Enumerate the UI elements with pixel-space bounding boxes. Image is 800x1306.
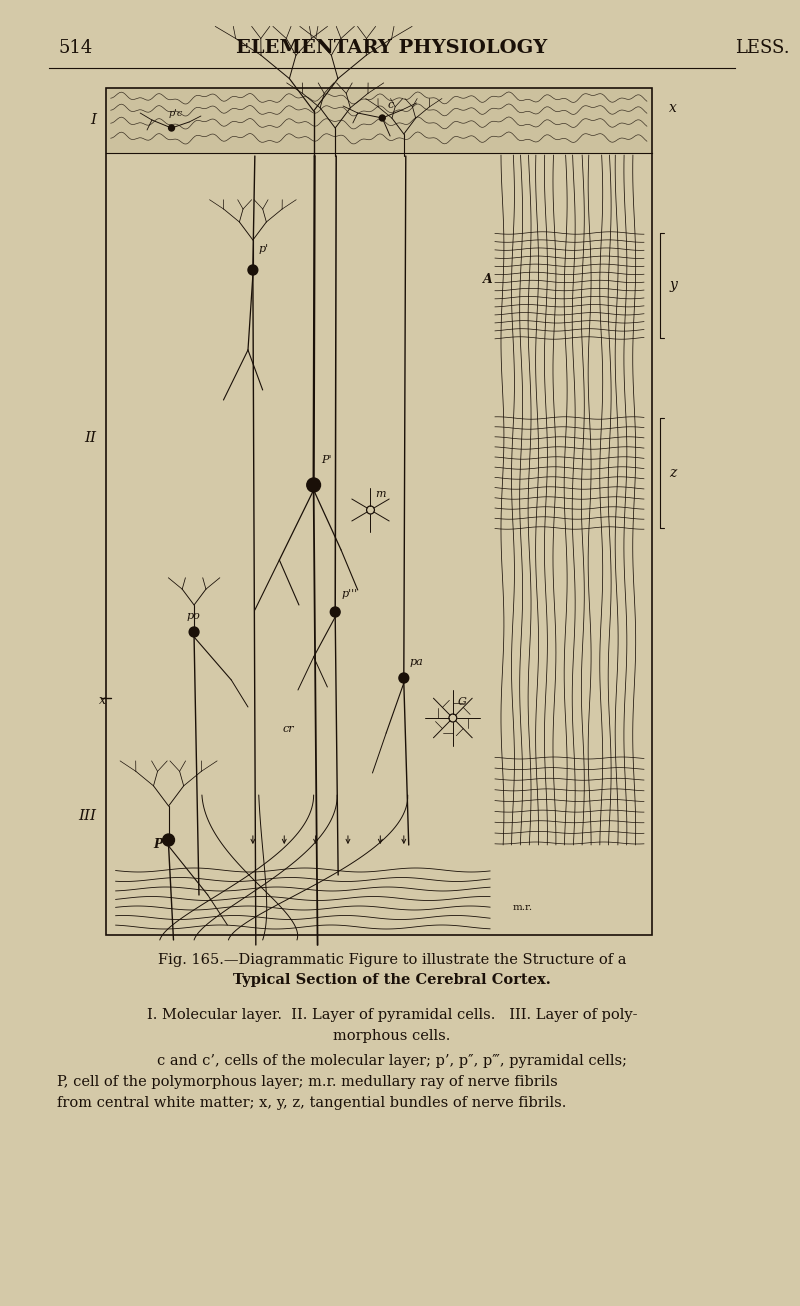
Text: p''': p''' xyxy=(341,589,358,599)
Text: po: po xyxy=(186,611,200,620)
Text: P: P xyxy=(153,838,162,852)
Text: II: II xyxy=(84,431,96,445)
Circle shape xyxy=(162,835,174,846)
Text: I: I xyxy=(90,114,96,127)
Text: III: III xyxy=(78,808,96,823)
Text: Typical Section of the Cerebral Cortex.: Typical Section of the Cerebral Cortex. xyxy=(233,973,551,987)
Text: z: z xyxy=(670,466,677,481)
Text: p': p' xyxy=(258,244,269,253)
Bar xyxy=(106,88,652,935)
Text: c: c xyxy=(387,101,394,110)
Text: G: G xyxy=(458,697,466,707)
Text: A: A xyxy=(483,273,493,286)
Text: x: x xyxy=(99,693,106,707)
Text: 514: 514 xyxy=(59,39,93,57)
Circle shape xyxy=(248,265,258,276)
Text: m: m xyxy=(375,488,386,499)
Circle shape xyxy=(399,673,409,683)
Circle shape xyxy=(306,478,321,492)
Text: P': P' xyxy=(322,454,332,465)
Text: from central white matter; x, y, z, tangential bundles of nerve fibrils.: from central white matter; x, y, z, tang… xyxy=(57,1096,566,1110)
Text: y: y xyxy=(670,278,678,293)
Text: x: x xyxy=(670,101,678,115)
Text: cr: cr xyxy=(282,724,294,734)
Text: morphous cells.: morphous cells. xyxy=(334,1029,450,1043)
Text: I. Molecular layer.  II. Layer of pyramidal cells.   III. Layer of poly-: I. Molecular layer. II. Layer of pyramid… xyxy=(147,1008,638,1023)
Circle shape xyxy=(189,627,199,637)
Text: c and c’, cells of the molecular layer; p’, p″, p‴, pyramidal cells;: c and c’, cells of the molecular layer; … xyxy=(157,1054,627,1068)
Text: p'c: p'c xyxy=(169,108,183,118)
Text: LESS.: LESS. xyxy=(735,39,790,57)
Bar xyxy=(106,88,652,153)
Text: Fig. 165.—Diagrammatic Figure to illustrate the Structure of a: Fig. 165.—Diagrammatic Figure to illustr… xyxy=(158,953,626,966)
Text: m.r.: m.r. xyxy=(513,902,533,912)
Text: pa: pa xyxy=(410,657,423,667)
Text: ELEMENTARY PHYSIOLOGY: ELEMENTARY PHYSIOLOGY xyxy=(237,39,548,57)
Circle shape xyxy=(169,125,174,131)
Circle shape xyxy=(330,607,340,616)
Circle shape xyxy=(379,115,386,121)
Text: P, cell of the polymorphous layer; m.r. medullary ray of nerve fibrils: P, cell of the polymorphous layer; m.r. … xyxy=(57,1075,558,1089)
